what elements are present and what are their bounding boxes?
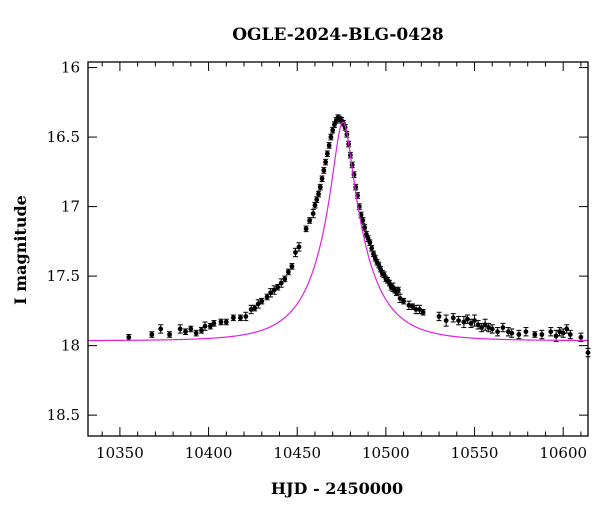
data-point bbox=[567, 332, 573, 337]
x-tick-label: 10550 bbox=[451, 444, 499, 462]
data-point bbox=[548, 329, 554, 335]
data-point bbox=[264, 294, 270, 300]
data-point bbox=[465, 316, 470, 322]
data-point bbox=[321, 168, 327, 173]
data-point bbox=[360, 218, 366, 223]
data-point bbox=[243, 314, 249, 319]
data-point bbox=[472, 318, 477, 324]
data-point bbox=[218, 319, 224, 325]
y-tick-label: 17.5 bbox=[47, 267, 80, 285]
data-point bbox=[516, 332, 522, 337]
data-point bbox=[479, 325, 485, 330]
data-point bbox=[296, 244, 302, 250]
chart-title: OGLE-2024-BLG-0428 bbox=[232, 25, 444, 45]
data-point bbox=[436, 314, 442, 319]
data-point bbox=[578, 334, 584, 340]
data-point bbox=[317, 184, 323, 190]
y-tick-label: 18.5 bbox=[47, 406, 80, 424]
data-point bbox=[367, 240, 373, 246]
data-point bbox=[177, 326, 183, 332]
model-curve bbox=[87, 121, 589, 342]
data-point bbox=[495, 329, 500, 335]
data-point bbox=[223, 319, 229, 325]
axis-ticks bbox=[88, 62, 588, 436]
data-point bbox=[271, 287, 277, 293]
data-point bbox=[188, 326, 194, 332]
data-point bbox=[259, 298, 265, 304]
data-point bbox=[314, 197, 320, 203]
data-point bbox=[539, 332, 545, 337]
data-point bbox=[252, 305, 258, 311]
data-point bbox=[326, 143, 332, 148]
data-point bbox=[289, 263, 295, 269]
data-point bbox=[443, 318, 449, 324]
data-point bbox=[560, 330, 566, 336]
y-tick-label: 18 bbox=[61, 337, 80, 355]
data-point bbox=[413, 307, 419, 312]
data-point bbox=[456, 318, 461, 324]
axis-tick-labels: 10350 10400 10450 10500 10550 10600 16 16.5 17 17… bbox=[47, 59, 587, 462]
data-point bbox=[319, 176, 325, 182]
data-point bbox=[255, 301, 261, 307]
x-tick-label: 10450 bbox=[273, 444, 321, 462]
data-point bbox=[199, 327, 204, 333]
y-tick-label: 17 bbox=[61, 198, 80, 216]
data-point bbox=[312, 202, 318, 208]
data-point bbox=[509, 330, 515, 336]
x-tick-label: 10350 bbox=[96, 444, 144, 462]
data-point bbox=[183, 329, 188, 335]
data-point bbox=[238, 315, 243, 321]
x-tick-label: 10600 bbox=[539, 444, 587, 462]
data-point bbox=[395, 287, 401, 293]
data-point bbox=[450, 315, 456, 321]
data-point bbox=[362, 225, 367, 230]
data-point bbox=[307, 218, 313, 223]
data-point bbox=[149, 332, 155, 337]
data-point bbox=[397, 295, 403, 301]
data-point bbox=[158, 326, 164, 332]
data-point bbox=[328, 134, 334, 140]
data-point bbox=[316, 191, 321, 197]
data-point bbox=[282, 276, 288, 282]
y-tick-label: 16.5 bbox=[47, 128, 80, 146]
data-point bbox=[468, 320, 474, 326]
y-tick-label: 16 bbox=[61, 59, 80, 77]
data-point bbox=[230, 315, 236, 321]
data-point bbox=[420, 309, 426, 315]
data-point bbox=[553, 333, 559, 339]
data-point bbox=[323, 159, 328, 165]
y-axis-label: I magnitude bbox=[11, 195, 30, 305]
data-point bbox=[500, 325, 506, 330]
x-axis-label: HJD - 2450000 bbox=[271, 479, 403, 498]
data-point bbox=[523, 329, 529, 335]
data-point bbox=[330, 127, 336, 133]
data-point bbox=[211, 320, 217, 326]
data-point bbox=[369, 245, 375, 251]
data-point bbox=[489, 326, 495, 332]
data-point bbox=[202, 323, 208, 329]
data-point bbox=[417, 307, 422, 312]
x-tick-label: 10500 bbox=[362, 444, 410, 462]
data-point bbox=[303, 226, 309, 232]
data-point bbox=[310, 211, 316, 216]
data-point bbox=[285, 269, 291, 275]
data-point bbox=[532, 332, 538, 337]
data-point bbox=[126, 334, 132, 340]
plot-frame bbox=[87, 61, 589, 437]
data-points bbox=[126, 114, 591, 358]
data-point bbox=[207, 323, 213, 329]
data-point bbox=[193, 330, 199, 336]
data-point bbox=[167, 332, 172, 337]
data-point bbox=[324, 151, 330, 157]
data-point bbox=[401, 298, 407, 304]
x-tick-label: 10400 bbox=[185, 444, 233, 462]
data-point bbox=[275, 284, 281, 290]
